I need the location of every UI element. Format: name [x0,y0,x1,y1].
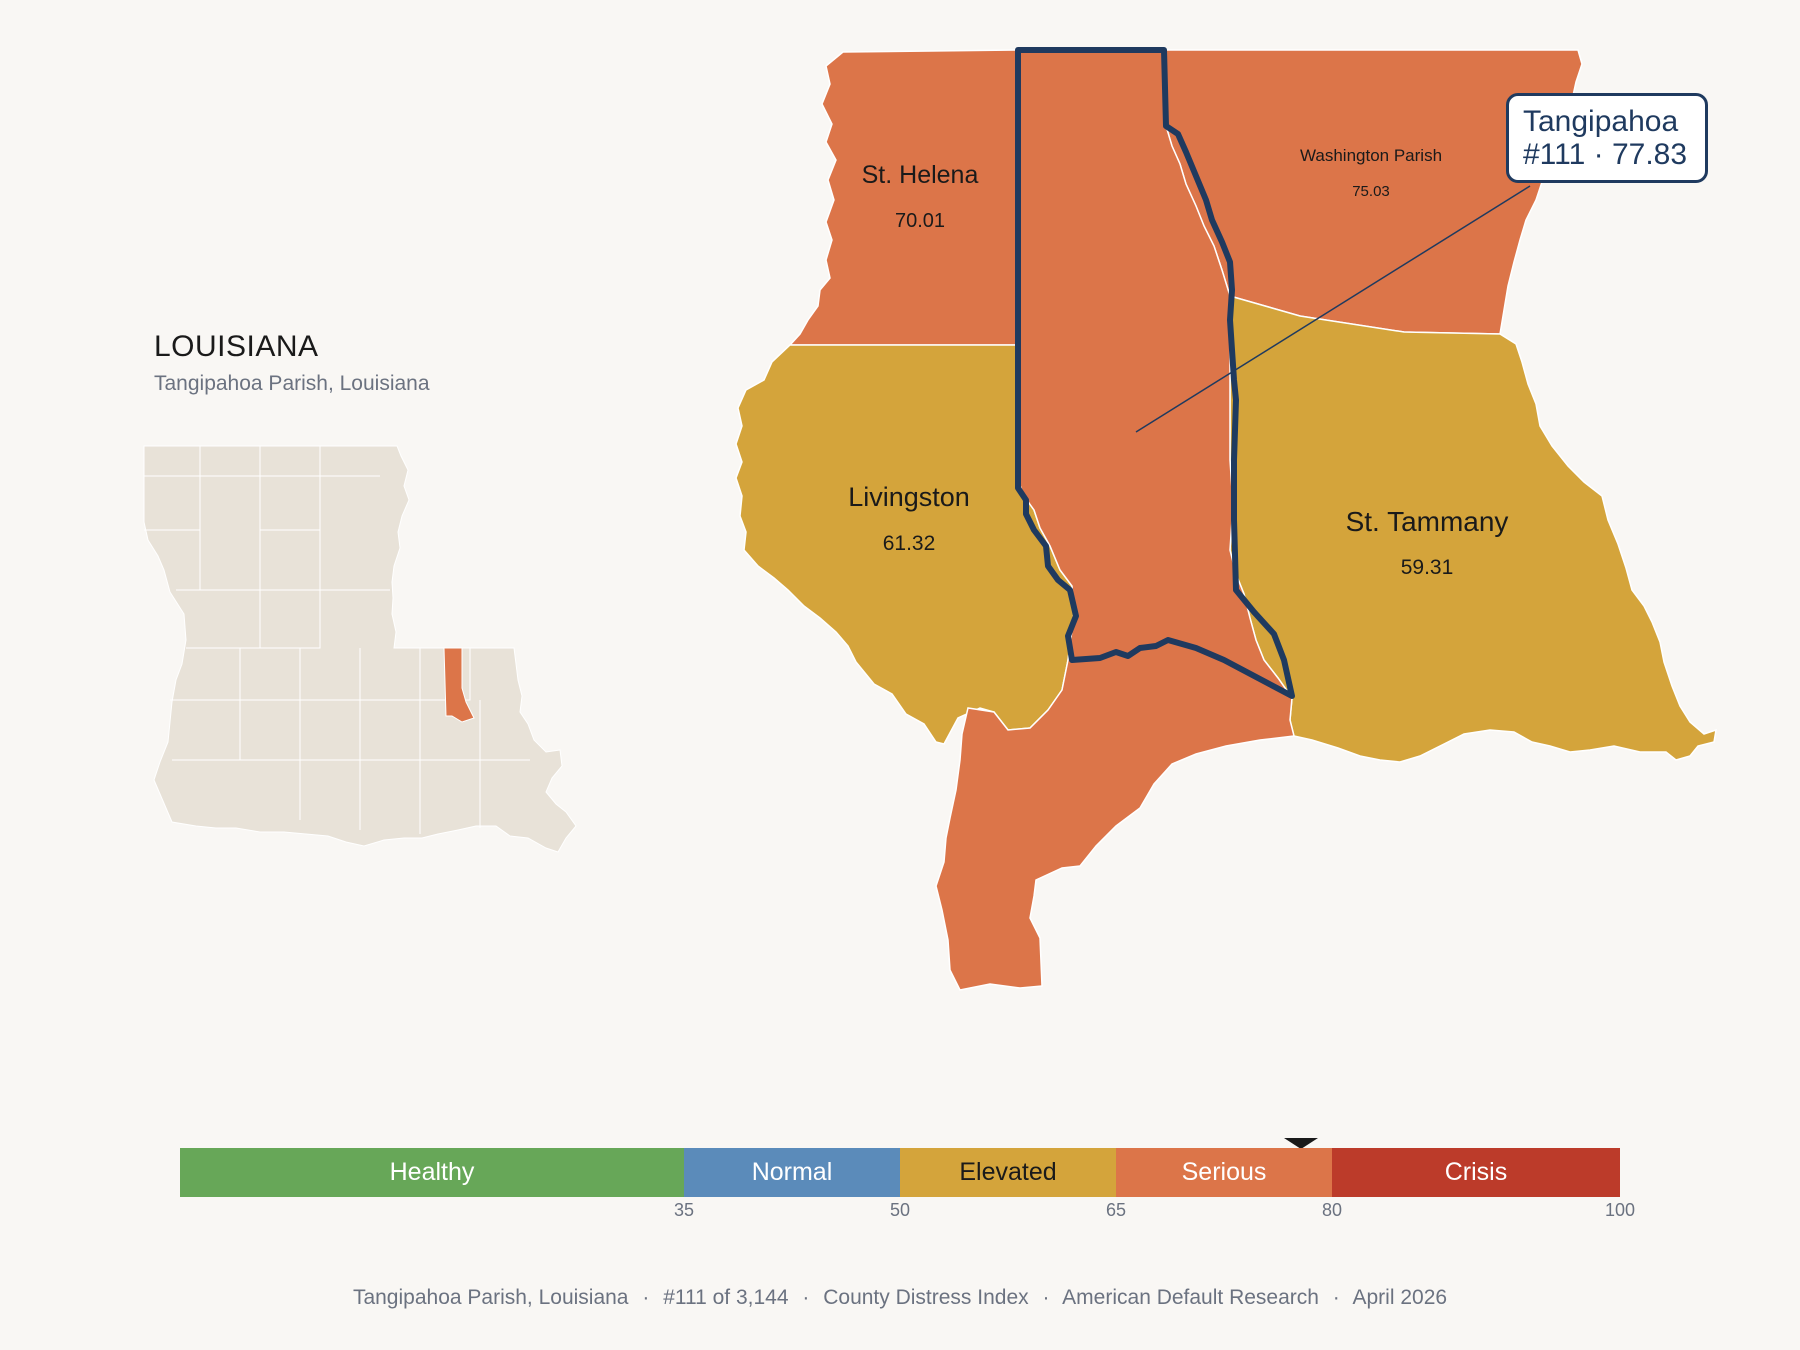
st-helena-name-label: St. Helena [862,161,979,189]
scale-segment-crisis: Crisis [1332,1148,1620,1197]
louisiana-inset-map [143,445,577,853]
st-tammany-value-label: 59.31 [1401,556,1454,579]
footer-date: April 2026 [1352,1286,1448,1309]
footer-caption: Tangipahoa Parish, Louisiana · #111 of 3… [0,1286,1800,1310]
scale-tick-label: 80 [1321,1200,1343,1220]
main-map [735,47,1717,991]
tooltip-rank-score: #111 · 77.83 [1523,138,1688,171]
state-subtitle: Tangipahoa Parish, Louisiana [154,372,430,395]
scale-segment-serious: Serious [1116,1148,1332,1197]
footer-publisher: American Default Research [1062,1286,1319,1309]
scale-tick-label: 35 [673,1200,695,1220]
inset-tangipahoa-highlight [443,647,475,723]
tooltip-parish-name: Tangipahoa [1523,105,1679,138]
distress-scale-bar: Healthy Normal Elevated Serious Crisis [180,1148,1620,1197]
scale-tick-label: 100 [1604,1200,1636,1220]
scale-segment-normal: Normal [684,1148,900,1197]
score-marker [1283,1138,1318,1149]
washington-name-label: Washington Parish [1300,146,1442,165]
tangipahoa-highlight-outline [1015,47,1295,699]
inset-parish-lines [144,446,530,834]
scale-segment-elevated: Elevated [900,1148,1116,1197]
scale-tick-label: 50 [889,1200,911,1220]
scale-segment-healthy: Healthy [180,1148,684,1197]
footer-separator: · [642,1286,650,1309]
footer-separator: · [1332,1286,1340,1309]
st-tammany-name-label: St. Tammany [1346,506,1509,537]
tooltip-leader-line [1135,185,1531,433]
st-helena-value-label: 70.01 [895,210,945,232]
footer-index-name: County Distress Index [823,1286,1029,1309]
livingston-value-label: 61.32 [883,532,936,555]
footer-location: Tangipahoa Parish, Louisiana [352,1286,629,1309]
footer-rank: #111 of 3,144 [663,1286,789,1309]
washington-value-label: 75.03 [1352,183,1390,200]
footer-separator: · [802,1286,810,1309]
state-title: LOUISIANA [154,330,319,363]
livingston-name-label: Livingston [848,482,970,512]
scale-tick-label: 65 [1105,1200,1127,1220]
footer-separator: · [1042,1286,1050,1309]
parish-tooltip: Tangipahoa #111 · 77.83 [1506,93,1708,183]
st-helena-parish[interactable] [788,49,1019,346]
